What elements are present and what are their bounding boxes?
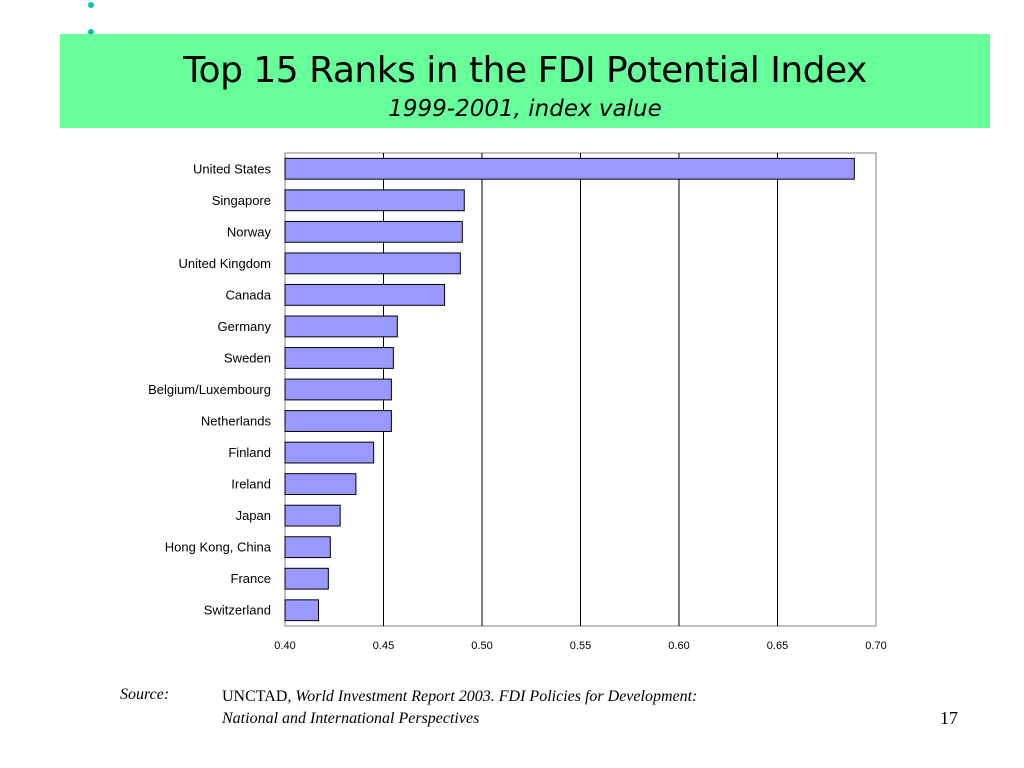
- bar: [284, 473, 357, 496]
- bar: [284, 315, 398, 338]
- category-label: Singapore: [212, 193, 271, 208]
- bar: [284, 283, 446, 306]
- bar: [284, 347, 394, 369]
- bar: [284, 189, 465, 212]
- page-number: 17: [940, 708, 958, 728]
- bar: [284, 599, 319, 622]
- category-label: Belgium/Luxembourg: [148, 382, 271, 397]
- bullet-dot: [88, 29, 94, 35]
- x-tick-label: 0.40: [274, 640, 295, 652]
- source-citation: UNCTAD, World Investment Report 2003. FD…: [222, 686, 862, 730]
- bar: [284, 504, 341, 527]
- category-label: Japan: [236, 508, 271, 523]
- source-publisher: UNCTAD: [222, 688, 288, 705]
- category-label: Germany: [218, 319, 272, 334]
- bar: [284, 410, 392, 432]
- chart-subtitle: 1999-2001, index value: [388, 96, 662, 122]
- x-tick-label: 0.50: [471, 640, 492, 652]
- x-tick-label: 0.60: [668, 640, 689, 652]
- category-label: Switzerland: [204, 603, 271, 618]
- bar: [284, 220, 463, 243]
- title-band: Top 15 Ranks in the FDI Potential Index …: [60, 34, 990, 128]
- category-label: Hong Kong, China: [165, 540, 272, 555]
- category-label: Sweden: [224, 350, 271, 365]
- category-label: United States: [193, 161, 272, 176]
- bar: [284, 536, 331, 559]
- bar: [284, 567, 329, 590]
- category-label: France: [231, 571, 271, 586]
- bullet-dot: [88, 2, 94, 8]
- x-tick-label: 0.45: [373, 640, 394, 652]
- source-publication: , World Investment Report 2003. FDI Poli…: [287, 688, 698, 705]
- bar: [284, 157, 855, 180]
- category-label: Canada: [225, 287, 271, 302]
- category-label: Finland: [228, 445, 271, 460]
- bar: [284, 441, 375, 464]
- x-tick-label: 0.70: [865, 640, 886, 652]
- source-publication-line2: National and International Perspectives: [222, 710, 480, 727]
- category-label: Norway: [227, 224, 272, 239]
- bar: [284, 378, 392, 401]
- x-tick-label: 0.55: [570, 640, 591, 652]
- slide-bullets: [88, 2, 94, 56]
- category-label: Ireland: [231, 477, 271, 492]
- source-label: Source:: [120, 686, 170, 703]
- x-tick-label: 0.65: [767, 640, 788, 652]
- category-label: Netherlands: [201, 414, 272, 429]
- category-label: United Kingdom: [179, 256, 272, 271]
- chart-title: Top 15 Ranks in the FDI Potential Index: [183, 50, 867, 91]
- bar: [284, 252, 461, 275]
